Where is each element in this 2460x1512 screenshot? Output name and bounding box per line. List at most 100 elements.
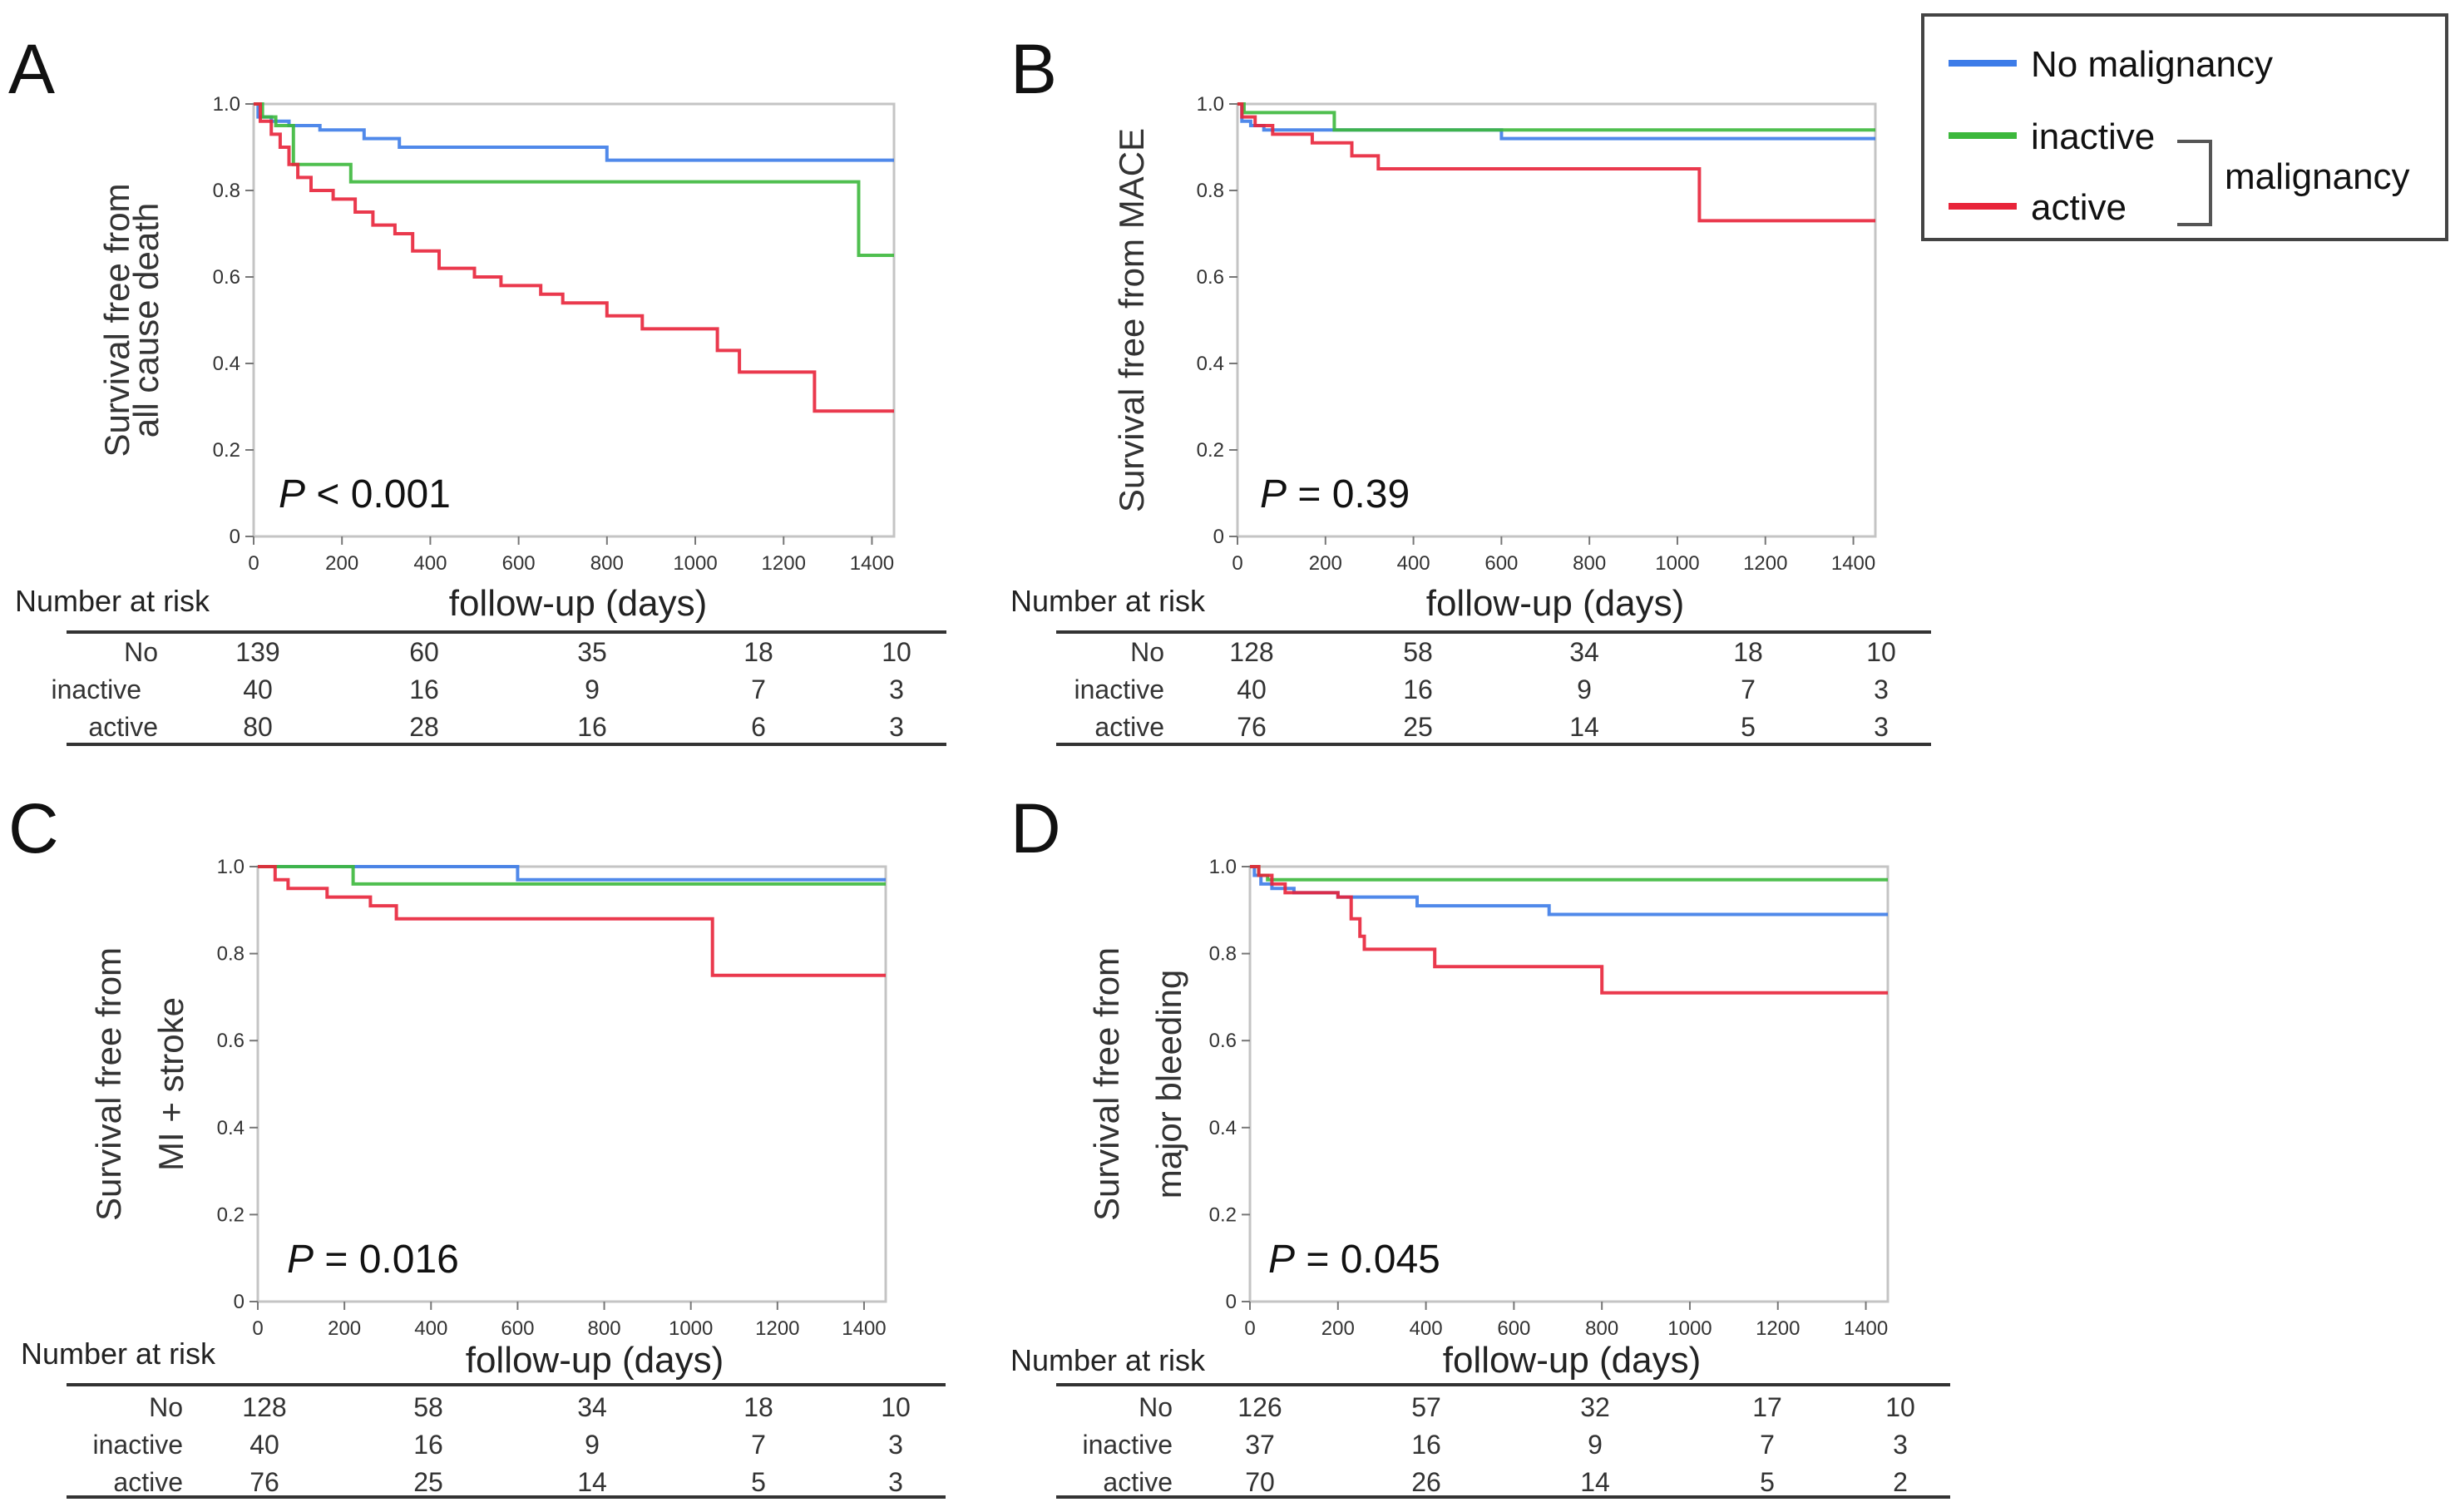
risk-table-cell: 18	[743, 637, 773, 667]
p-value-a: P < 0.001	[279, 472, 451, 516]
x-tick-label-b: 200	[1309, 552, 1342, 575]
plot-frame-b	[1236, 102, 1877, 538]
risk-table-cell: 7	[1741, 674, 1756, 704]
x-tick-label-d: 600	[1497, 1317, 1530, 1340]
legend: No malignancy inactive active malignancy	[1921, 13, 2448, 241]
risk-table-cell: 26	[1411, 1467, 1441, 1497]
x-tick-label-c: 0	[252, 1317, 263, 1340]
x-axis-label-c: follow-up (days)	[466, 1340, 724, 1381]
risk-table-row-label: active	[113, 1467, 183, 1497]
legend-bracket	[2177, 140, 2212, 226]
risk-table-cell: 58	[413, 1392, 443, 1422]
risk-table-cell: 16	[413, 1430, 443, 1460]
risk-table-cell: 2	[1893, 1467, 1908, 1497]
y-tick-label-a: 0.8	[213, 180, 240, 202]
y-axis-label-c: Survival free from	[89, 947, 128, 1221]
p-value-number: = 0.39	[1287, 472, 1410, 516]
risk-table-b: Number at risk No 128 58 34 18 10 inactive 40 16 9…	[1010, 584, 1931, 746]
risk-table-row-label: active	[88, 712, 158, 742]
risk-table-cell: 76	[1237, 712, 1267, 742]
legend-group-label: malignancy	[2225, 156, 2410, 197]
x-tick-label-c: 1200	[755, 1317, 799, 1340]
y-axis-label-a: Survival free from	[97, 183, 136, 457]
x-tick-label-a: 1200	[762, 552, 806, 575]
y-tick-label-d: 0.8	[1209, 943, 1237, 966]
x-axis-label-b: follow-up (days)	[1426, 583, 1685, 624]
y-tick-label-b: 0.6	[1197, 266, 1224, 289]
risk-table-row-label: No	[124, 637, 158, 667]
y-axis-label-c: MI + stroke	[151, 997, 190, 1171]
p-value-number: < 0.001	[305, 472, 451, 516]
risk-table-row-label: inactive	[1083, 1430, 1173, 1460]
panel-c: C 0 0.2 0.4 0.6 0.8 1.0 0 200 400 600 800 1000 1200 14…	[8, 789, 946, 1499]
panel-label-a: A	[8, 30, 55, 108]
risk-table-row-label: No	[1139, 1392, 1173, 1422]
risk-table-cell: 16	[1403, 674, 1433, 704]
panel-label-b: B	[1010, 30, 1057, 108]
risk-table-cell: 14	[1580, 1467, 1610, 1497]
risk-table-row-label: active	[1094, 712, 1164, 742]
x-tick-label-a: 1400	[850, 552, 894, 575]
legend-label-no-malignancy: No malignancy	[2031, 44, 2273, 85]
x-tick-label-b: 1400	[1831, 552, 1875, 575]
y-tick-label-d: 0	[1226, 1291, 1237, 1313]
y-tick-label-a: 1.0	[213, 93, 240, 116]
risk-table-cell: 34	[1569, 637, 1599, 667]
y-tick-label-c: 1.0	[217, 856, 245, 878]
x-tick-label-b: 0	[1232, 552, 1242, 575]
risk-table-cell: 37	[1245, 1430, 1275, 1460]
risk-table-cell: 3	[889, 712, 904, 742]
y-tick-label-b: 0	[1213, 526, 1224, 548]
y-tick-label-d: 0.4	[1209, 1117, 1237, 1139]
km-curve-No-c	[258, 865, 886, 882]
risk-table-cell: 9	[585, 1430, 600, 1460]
y-tick-label-d: 1.0	[1209, 856, 1237, 878]
y-tick-label-b: 1.0	[1197, 93, 1224, 116]
y-tick-label-d: 0.2	[1209, 1203, 1237, 1226]
plot-frame-c	[256, 865, 887, 1303]
y-axis-label-a: all cause death	[126, 203, 165, 438]
risk-table-cell: 9	[1577, 674, 1592, 704]
risk-table-cell: 3	[889, 674, 904, 704]
risk-table-cell: 25	[1403, 712, 1433, 742]
risk-table-cell: 7	[751, 674, 766, 704]
x-tick-label-a: 400	[413, 552, 447, 575]
p-value-symbol: P	[1268, 1238, 1295, 1282]
legend-label-active: active	[2031, 187, 2127, 228]
x-tick-label-c: 400	[414, 1317, 447, 1340]
x-tick-label-a: 0	[248, 552, 259, 575]
risk-table-row-label: active	[1103, 1467, 1173, 1497]
risk-table-cell: 5	[1760, 1467, 1775, 1497]
x-tick-label-d: 1200	[1756, 1317, 1800, 1340]
p-value-number: = 0.045	[1295, 1238, 1440, 1282]
legend-box	[1921, 13, 2448, 241]
risk-table-cell: 70	[1245, 1467, 1275, 1497]
y-tick-label-c: 0	[234, 1291, 245, 1313]
x-axis-label-a: follow-up (days)	[449, 583, 708, 624]
risk-table-title: Number at risk	[1010, 584, 1206, 618]
km-curve-active-c	[258, 865, 886, 977]
x-tick-label-b: 1000	[1655, 552, 1699, 575]
risk-table-cell: 40	[249, 1430, 279, 1460]
risk-table-row-label: inactive	[1074, 674, 1165, 704]
risk-table-cell: 7	[1760, 1430, 1775, 1460]
x-tick-label-c: 800	[588, 1317, 621, 1340]
risk-table-c: Number at risk No 128 58 34 18 10 inactive 40 16 9…	[21, 1337, 946, 1499]
x-tick-label-d: 0	[1244, 1317, 1255, 1340]
risk-table-cell: 57	[1411, 1392, 1441, 1422]
x-tick-label-b: 400	[1397, 552, 1430, 575]
p-value-symbol: P	[287, 1238, 314, 1282]
x-tick-label-a: 600	[502, 552, 536, 575]
panel-a: A 0 0.2 0.4 0.6 0.8 1.0 0 200 400 600 800 1000 1200 14…	[8, 30, 946, 746]
p-value-c: P = 0.016	[287, 1238, 459, 1282]
risk-table-cell: 18	[743, 1392, 773, 1422]
risk-table-cell: 10	[1866, 637, 1896, 667]
y-tick-label-c: 0.2	[217, 1203, 245, 1226]
x-tick-label-d: 400	[1410, 1317, 1443, 1340]
risk-table-cell: 32	[1580, 1392, 1610, 1422]
risk-table-cell: 18	[1733, 637, 1763, 667]
y-tick-label-a: 0.2	[213, 439, 240, 462]
x-tick-label-d: 1400	[1844, 1317, 1888, 1340]
